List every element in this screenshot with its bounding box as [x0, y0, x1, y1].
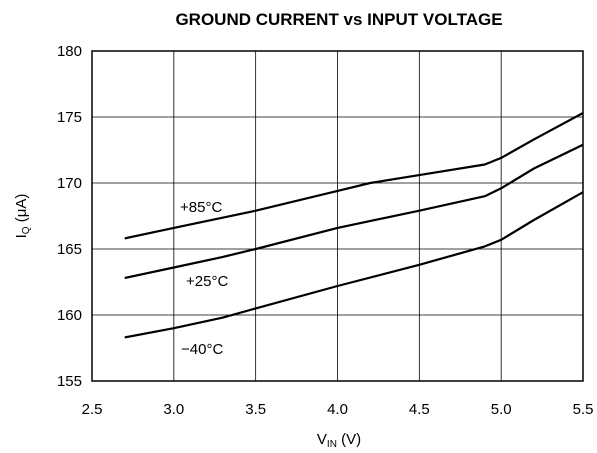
- x-tick-label-6: 5.5: [573, 401, 594, 418]
- series-line-0: [124, 112, 584, 240]
- series-line-2: [124, 191, 584, 339]
- x-axis-label: VIN (V): [317, 431, 361, 450]
- x-tick-labels: 2.5 3.0 3.5 4.0 4.5 5.0 5.5: [82, 401, 594, 418]
- y-tick-label-4: 175: [57, 109, 82, 126]
- y-axis-label: IQ (μA): [13, 194, 32, 239]
- y-tick-labels: 155 160 165 170 175 180: [57, 43, 82, 390]
- x-tick-label-3: 4.0: [327, 401, 348, 418]
- plot-frame: [91, 50, 584, 382]
- y-tick-label-1: 160: [57, 307, 82, 324]
- x-tick-label-0: 2.5: [82, 401, 103, 418]
- y-tick-label-0: 155: [57, 373, 82, 390]
- chart-title: GROUND CURRENT vs INPUT VOLTAGE: [175, 10, 502, 29]
- series-line-1: [124, 143, 584, 280]
- x-tick-label-4: 4.5: [409, 401, 430, 418]
- y-tick-label-2: 165: [57, 241, 82, 258]
- y-tick-label-3: 170: [57, 175, 82, 192]
- grid: [91, 50, 584, 382]
- series-label-minus40c: −40°C: [181, 341, 223, 358]
- x-tick-label-1: 3.0: [163, 401, 184, 418]
- series-label-85c: +85°C: [180, 199, 222, 216]
- x-tick-label-2: 3.5: [245, 401, 266, 418]
- x-tick-label-5: 5.0: [491, 401, 512, 418]
- y-tick-label-5: 180: [57, 43, 82, 60]
- series-lines: [124, 112, 584, 339]
- series-label-25c: +25°C: [186, 273, 228, 290]
